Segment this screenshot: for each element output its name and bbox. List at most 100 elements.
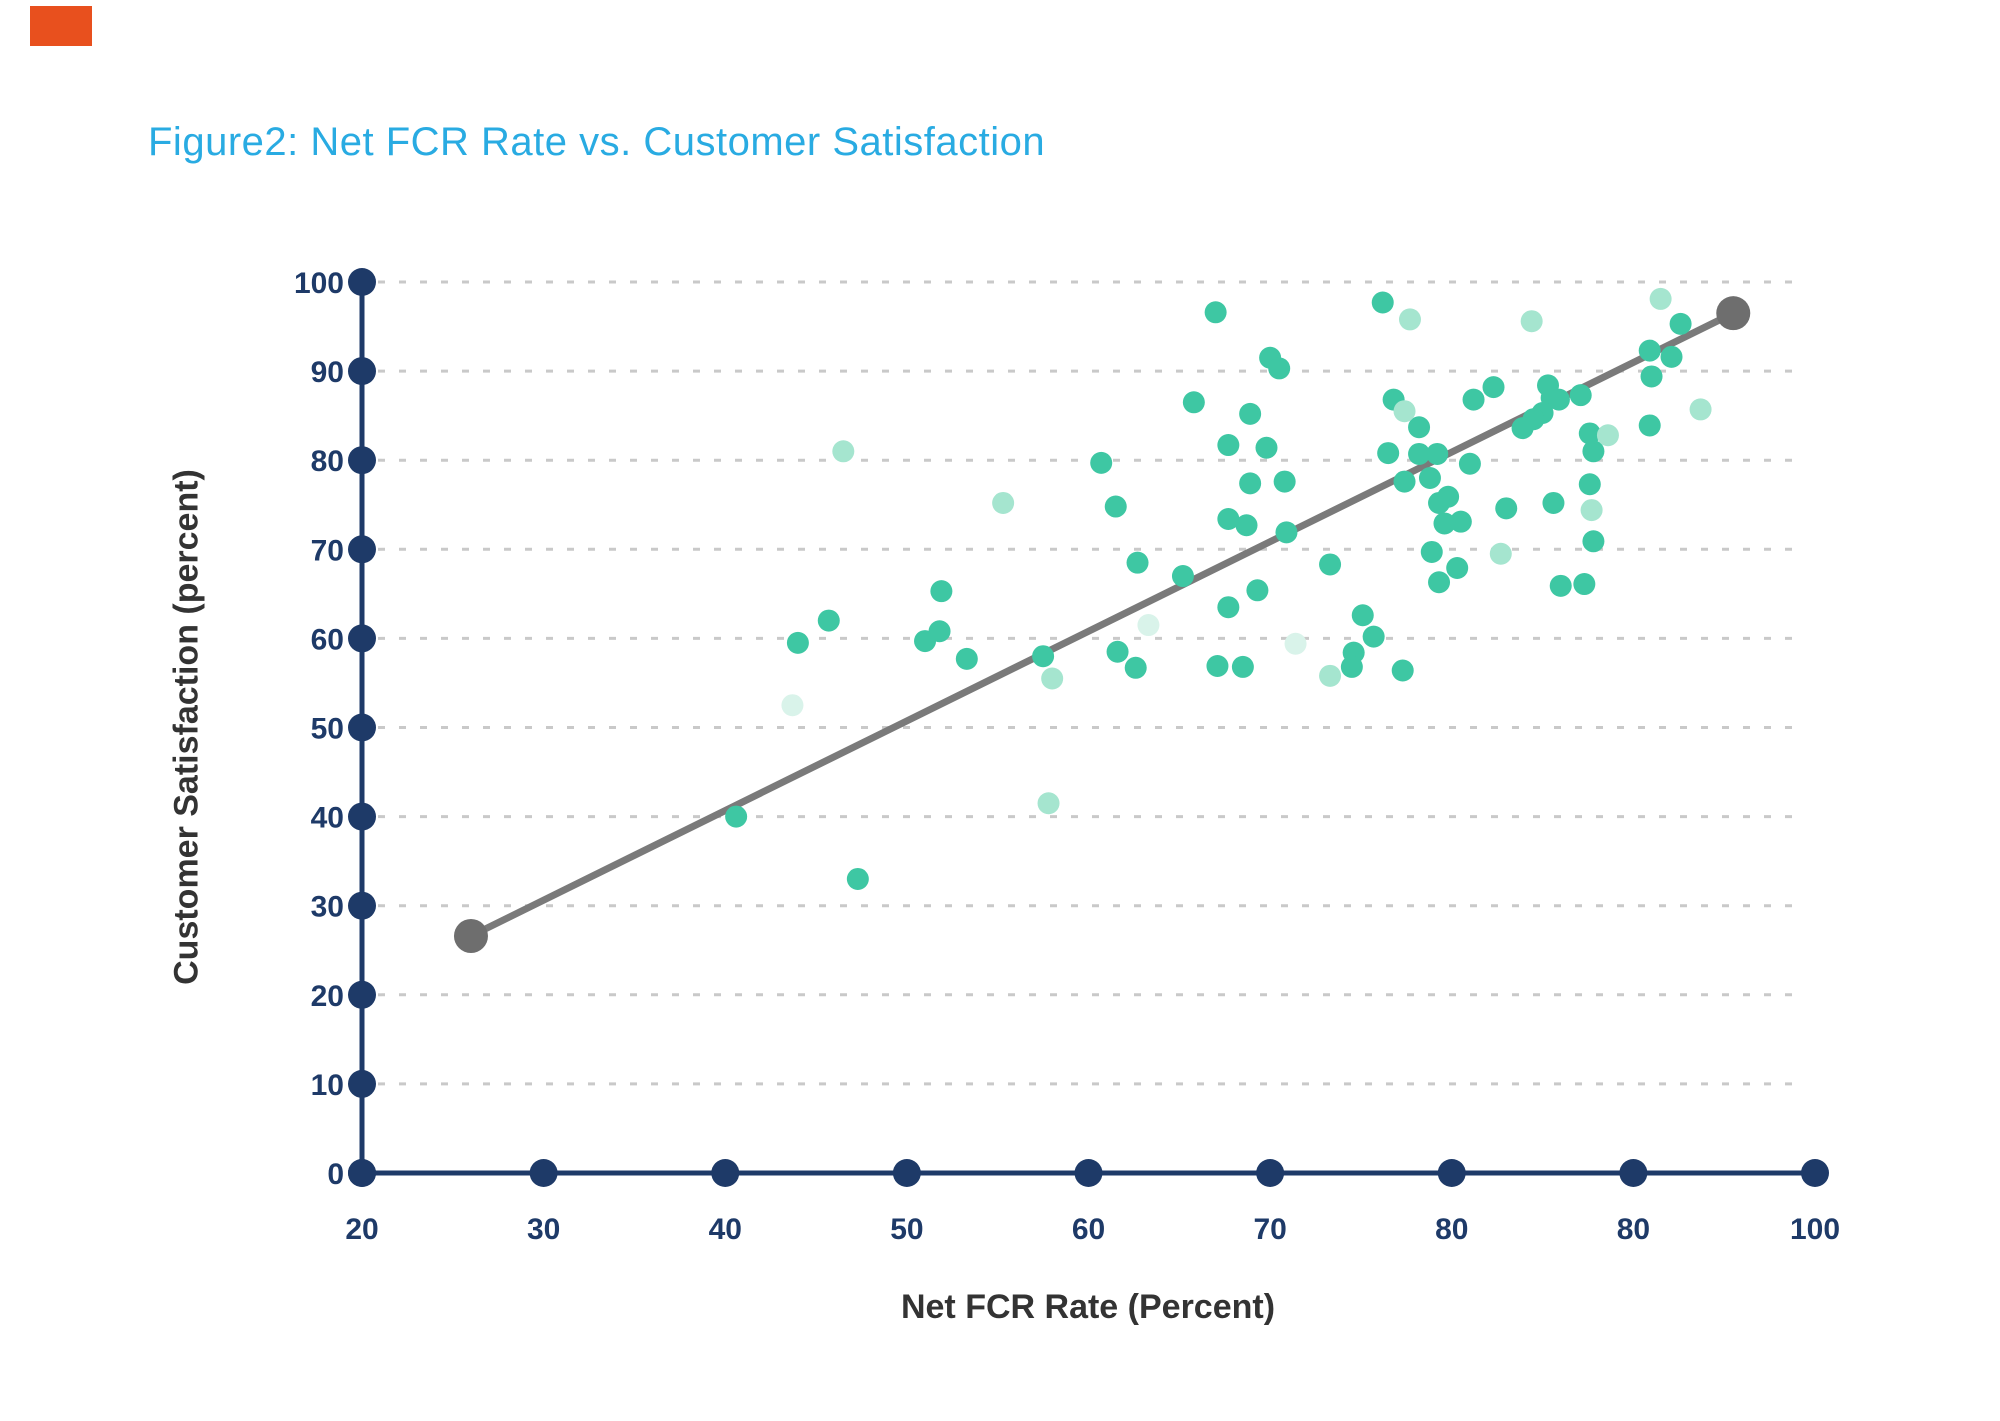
data-point	[1482, 376, 1505, 399]
x-tick-label: 70	[1253, 1213, 1286, 1246]
y-tick-label: 90	[311, 356, 344, 389]
data-point	[1542, 491, 1565, 514]
data-point	[1275, 521, 1298, 544]
data-point	[1041, 667, 1064, 690]
trendline-endpoint	[1716, 296, 1751, 331]
data-point	[928, 620, 951, 643]
data-point	[1580, 499, 1603, 522]
data-point	[1569, 384, 1592, 407]
x-tick-label: 50	[890, 1213, 923, 1246]
data-point	[1137, 614, 1160, 637]
data-point	[817, 609, 840, 632]
data-point	[1428, 571, 1451, 594]
x-axis-title: Net FCR Rate (Percent)	[900, 1288, 1276, 1326]
x-tick-label: 30	[527, 1213, 560, 1246]
data-point	[1649, 287, 1672, 310]
data-point	[1573, 573, 1596, 596]
data-point	[781, 694, 804, 717]
data-point	[1362, 625, 1385, 648]
data-point	[1393, 470, 1416, 493]
y-tick-label: 0	[327, 1158, 344, 1191]
data-point	[1549, 574, 1572, 597]
data-point	[1638, 339, 1661, 362]
y-axis-tick-dot	[348, 446, 376, 475]
data-point	[930, 580, 953, 603]
data-point	[1495, 497, 1518, 520]
y-axis-tick-dot	[348, 357, 376, 386]
data-point	[955, 647, 978, 670]
y-axis-tick-dot	[348, 535, 376, 564]
data-point	[1217, 596, 1240, 619]
x-axis-tick-dot	[711, 1159, 740, 1187]
data-point	[1371, 291, 1394, 314]
data-point	[1284, 632, 1307, 655]
x-axis-tick-dot	[1256, 1159, 1285, 1187]
y-tick-label: 70	[311, 534, 344, 567]
trendline-endpoint	[453, 918, 488, 953]
data-point	[1231, 655, 1254, 678]
data-point	[1420, 540, 1443, 563]
data-point	[1449, 510, 1472, 533]
data-point	[1433, 512, 1456, 535]
data-point	[1217, 434, 1240, 457]
data-point	[1393, 400, 1416, 423]
data-point	[1640, 365, 1663, 388]
data-point	[1090, 451, 1113, 474]
x-axis-tick-dot	[1437, 1159, 1466, 1187]
data-point	[1578, 473, 1601, 496]
data-point	[1235, 514, 1258, 537]
data-point	[1520, 310, 1543, 333]
data-point	[1268, 357, 1291, 380]
y-tick-label: 40	[311, 802, 344, 835]
data-point	[1408, 442, 1431, 465]
data-point	[1596, 424, 1619, 447]
data-point	[1377, 442, 1400, 465]
data-point	[1206, 655, 1229, 678]
data-point	[1106, 640, 1129, 663]
data-point	[1398, 308, 1421, 331]
y-tick-label: 80	[311, 445, 344, 478]
x-tick-label: 80	[1435, 1213, 1468, 1246]
y-axis-tick-dot	[348, 624, 376, 653]
data-point	[1547, 388, 1570, 411]
x-axis-tick-dot	[1619, 1159, 1648, 1187]
y-tick-label: 30	[311, 891, 344, 924]
data-point	[1204, 301, 1227, 324]
data-point	[1458, 452, 1481, 475]
data-point	[1037, 792, 1060, 815]
x-tick-label: 80	[1617, 1213, 1650, 1246]
y-tick-label: 100	[294, 267, 344, 300]
data-point	[1669, 312, 1692, 335]
data-point	[1418, 467, 1441, 490]
data-point	[846, 867, 869, 890]
y-axis-tick-dot	[348, 1069, 376, 1098]
x-axis-tick-dot	[892, 1159, 921, 1187]
y-tick-label: 10	[311, 1069, 344, 1102]
y-tick-label: 50	[311, 713, 344, 746]
x-tick-label: 100	[1790, 1213, 1840, 1246]
data-point	[1582, 440, 1605, 463]
data-point	[786, 631, 809, 654]
figure-title: Figure2: Net FCR Rate vs. Customer Satis…	[148, 120, 1046, 164]
data-point	[1246, 579, 1269, 602]
data-point	[1255, 436, 1278, 459]
x-axis-tick-dot	[529, 1159, 558, 1187]
data-point	[1182, 391, 1205, 414]
data-point	[1578, 422, 1601, 445]
data-point	[1511, 417, 1534, 440]
data-point	[1217, 508, 1240, 531]
y-axis-tick-dot	[348, 802, 376, 831]
data-point	[832, 440, 855, 463]
data-point	[1462, 388, 1485, 411]
data-point	[1340, 655, 1363, 678]
y-axis-tick-dot	[348, 713, 376, 742]
data-point	[1391, 659, 1414, 682]
y-axis-title: Customer Satisfaction (percent)	[167, 469, 206, 985]
data-point	[1660, 345, 1683, 368]
data-point	[1171, 565, 1194, 588]
data-point	[1426, 442, 1449, 465]
data-point	[1126, 551, 1149, 574]
data-point	[1437, 485, 1460, 508]
x-axis-tick-dot	[1074, 1159, 1103, 1187]
